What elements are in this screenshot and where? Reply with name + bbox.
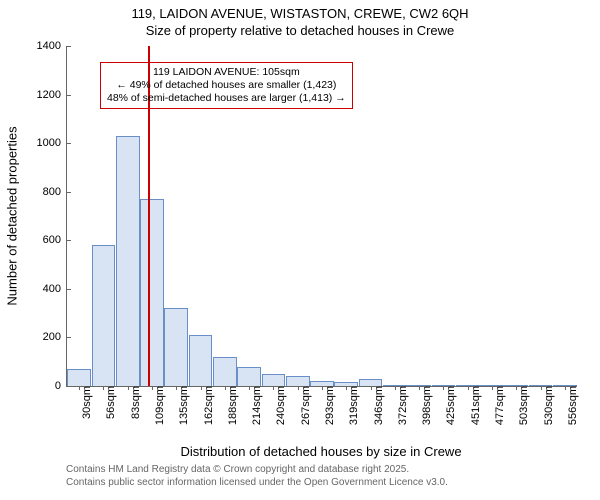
x-tick-label: 477sqm	[488, 386, 506, 425]
x-tick-label: 267sqm	[294, 386, 312, 425]
histogram-bar	[164, 308, 188, 386]
histogram-bar	[213, 357, 237, 386]
histogram-bar	[67, 369, 91, 386]
x-tick-label: 240sqm	[269, 386, 287, 425]
y-tick: 1000	[37, 137, 67, 149]
x-tick-label: 451sqm	[464, 386, 482, 425]
histogram-bar	[116, 136, 140, 386]
y-tick: 800	[43, 186, 67, 198]
annotation-larger-pct: 48% of semi-detached houses are larger (…	[107, 92, 346, 105]
x-tick-label: 188sqm	[221, 386, 239, 425]
y-axis-label: Number of detached properties	[5, 126, 20, 305]
x-tick-label: 162sqm	[197, 386, 215, 425]
x-tick-label: 503sqm	[512, 386, 530, 425]
y-tick: 1200	[37, 89, 67, 101]
title-address: 119, LAIDON AVENUE, WISTASTON, CREWE, CW…	[0, 6, 600, 23]
y-tick: 600	[43, 234, 67, 246]
x-tick-label: 425sqm	[439, 386, 457, 425]
chart-titles: 119, LAIDON AVENUE, WISTASTON, CREWE, CW…	[0, 0, 600, 40]
y-tick: 200	[43, 331, 67, 343]
histogram-bar	[262, 374, 286, 386]
attribution-line2: Contains public sector information licen…	[66, 477, 448, 490]
x-tick-label: 30sqm	[75, 386, 93, 419]
property-annotation-box: 119 LAIDON AVENUE: 105sqm ← 49% of detac…	[100, 62, 353, 109]
annotation-property-size: 119 LAIDON AVENUE: 105sqm	[107, 66, 346, 79]
histogram-bar	[237, 367, 261, 386]
histogram-bar	[92, 245, 116, 386]
histogram-bar	[189, 335, 213, 386]
histogram-bar	[286, 376, 310, 386]
y-tick: 0	[55, 380, 67, 392]
y-tick: 1400	[37, 40, 67, 52]
x-tick-label: 109sqm	[148, 386, 166, 425]
x-tick-label: 530sqm	[537, 386, 555, 425]
x-axis-label: Distribution of detached houses by size …	[66, 444, 576, 459]
x-tick-label: 556sqm	[561, 386, 579, 425]
histogram-bar	[140, 199, 164, 386]
title-subtitle: Size of property relative to detached ho…	[0, 23, 600, 40]
x-tick-label: 293sqm	[318, 386, 336, 425]
attribution-line1: Contains HM Land Registry data © Crown c…	[66, 464, 448, 477]
histogram-bar	[359, 379, 383, 386]
x-tick-label: 83sqm	[124, 386, 142, 419]
attribution-text: Contains HM Land Registry data © Crown c…	[66, 464, 448, 489]
x-tick-label: 56sqm	[99, 386, 117, 419]
annotation-smaller-pct: ← 49% of detached houses are smaller (1,…	[107, 79, 346, 92]
y-tick: 400	[43, 283, 67, 295]
x-tick-label: 346sqm	[367, 386, 385, 425]
x-tick-label: 135sqm	[172, 386, 190, 425]
x-tick-label: 319sqm	[342, 386, 360, 425]
x-tick-label: 398sqm	[415, 386, 433, 425]
x-tick-label: 214sqm	[245, 386, 263, 425]
x-tick-label: 372sqm	[391, 386, 409, 425]
